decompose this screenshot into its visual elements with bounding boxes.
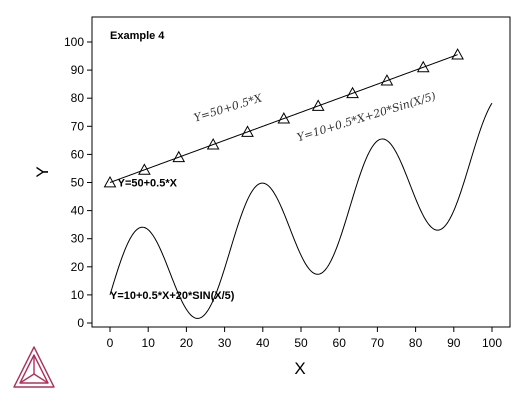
ticks: 0 10 20 30 40 50 60 70 80 90 100 0 10 20 30 40 50 60 70 80 9…: [64, 35, 502, 350]
annotation-label: Y=50+0.5*X: [118, 178, 178, 190]
x-tick-label: 80: [409, 336, 423, 350]
data-point-marker: [380, 74, 394, 86]
thermo-calc-logo-icon: [13, 346, 55, 388]
y-tick-label: 10: [71, 288, 85, 302]
series-line-2: [109, 102, 493, 319]
labels-group: Y=50+0.5*X Y=10+0.5*X+20*SIN(X/5) Y=50+0.5…: [110, 90, 437, 302]
x-tick-label: 20: [180, 336, 194, 350]
data-point-marker: [346, 86, 359, 99]
chart-title: Example 4: [110, 30, 165, 42]
x-tick-label: 100: [482, 336, 502, 350]
x-tick-label: 90: [447, 336, 461, 350]
x-tick-label: 40: [256, 336, 270, 350]
y-tick-label: 80: [71, 91, 85, 105]
series-group: [103, 48, 493, 319]
plot-frame: [91, 16, 511, 328]
x-tick-label: 50: [294, 336, 308, 350]
x-tick-label: 70: [371, 336, 385, 350]
x-tick-label: 60: [333, 336, 347, 350]
y-tick-label: 60: [71, 147, 85, 161]
data-point-marker: [241, 125, 254, 137]
data-point-marker: [206, 138, 220, 150]
y-tick-label: 70: [71, 119, 85, 133]
y-tick-label: 40: [71, 204, 85, 218]
x-tick-label: 0: [107, 336, 114, 350]
y-tick-label: 90: [71, 63, 85, 77]
y-tick-label: 30: [71, 232, 85, 246]
data-point-marker: [103, 175, 117, 188]
data-point-marker: [277, 112, 291, 124]
y-tick-label: 100: [64, 35, 84, 49]
y-tick-label: 20: [71, 260, 85, 274]
series-line-1: [109, 54, 458, 183]
y-tick-label: 50: [71, 176, 85, 190]
x-axis-title: X: [294, 359, 305, 378]
y-tick-label: 0: [77, 316, 84, 330]
data-point-marker: [172, 150, 186, 163]
annotation-label: Y=10+0.5*X+20*SIN(X/5): [110, 290, 235, 302]
y-axis-title: Y: [33, 166, 52, 177]
x-tick-label: 30: [218, 336, 232, 350]
data-point-marker: [451, 48, 464, 60]
data-point-marker: [138, 163, 151, 175]
axes: [91, 16, 511, 328]
data-point-marker: [416, 60, 430, 73]
annotation-label: Y=10+0.5*X+20*Sin(X/5): [295, 90, 437, 145]
x-tick-label: 10: [142, 336, 156, 350]
data-point-marker: [311, 99, 325, 111]
annotation-label: Y=50+0.5*X: [192, 91, 264, 124]
